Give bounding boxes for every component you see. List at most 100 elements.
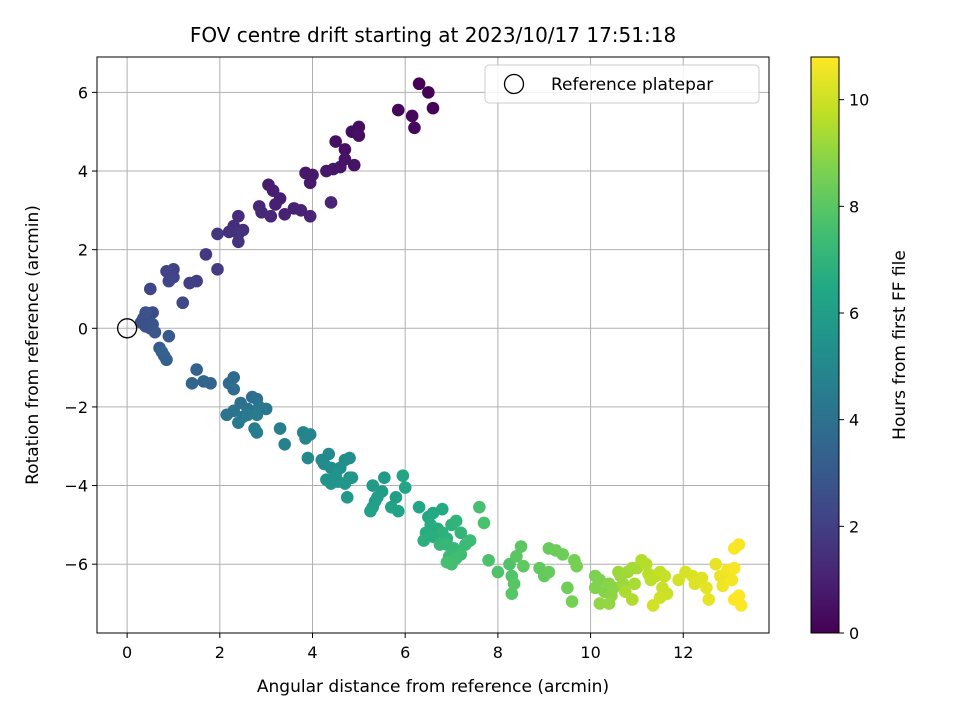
scatter-point (612, 565, 625, 579)
scatter-point (716, 579, 729, 593)
scatter-point (345, 471, 359, 484)
legend-entry-label: Reference platepar (551, 75, 713, 95)
scatter-point (329, 135, 342, 148)
x-axis-ticks: 0 2 4 6 8 10 12 (122, 633, 693, 662)
scatter-point (593, 597, 607, 610)
scatter-point (510, 550, 523, 563)
scatter-point (391, 504, 405, 518)
scatter-point (412, 77, 426, 91)
scatter-point (143, 282, 157, 296)
scatter-point (278, 437, 291, 451)
scatter-point (700, 581, 713, 595)
scatter-point (625, 593, 639, 606)
scatter-point (570, 559, 583, 573)
scatter-point (320, 164, 333, 178)
scatter-point (725, 573, 739, 587)
scatter-point (389, 491, 403, 504)
scatter-point (695, 571, 709, 585)
scatter-point (422, 86, 435, 99)
grid-lines (97, 57, 769, 633)
scatter-point (514, 540, 528, 553)
scatter-point (449, 514, 463, 528)
scatter-point (155, 345, 169, 359)
scatter-point (232, 416, 245, 429)
x-tick-label: 12 (673, 643, 693, 662)
scatter-point (232, 235, 245, 249)
scatter-point (454, 526, 468, 540)
plot-frame (96, 56, 770, 634)
y-axis-label: Rotation from reference (arcmin) (23, 205, 43, 485)
scatter-point (417, 534, 431, 547)
x-tick-label: 8 (493, 643, 503, 662)
x-tick-label: 10 (580, 643, 600, 662)
scatter-point (396, 469, 410, 483)
scatter-point (366, 479, 380, 492)
scatter-point (507, 577, 521, 591)
y-tick-label: 2 (78, 241, 88, 260)
scatter-point (391, 103, 405, 117)
colorbar-tick-label: 6 (849, 304, 859, 323)
legend-box (484, 64, 760, 104)
colorbar-label: Hours from first FF file (890, 250, 910, 440)
scatter-point (398, 481, 412, 494)
scatter-point (378, 471, 391, 484)
y-tick-label: −6 (64, 555, 88, 574)
scatter-point (232, 209, 245, 223)
legend-marker-hollow-circle (503, 73, 525, 95)
x-tick-label: 0 (122, 643, 132, 662)
scatter-point (250, 408, 264, 422)
scatter-point (303, 176, 317, 190)
scatter-point (301, 451, 315, 465)
scatter-point (602, 597, 616, 610)
y-tick-label: −4 (64, 477, 88, 496)
y-axis-ticks: −6 −4 −2 0 2 4 6 (64, 83, 97, 574)
scatter-point (259, 402, 273, 416)
scatter-point (565, 595, 579, 608)
scatter-point (658, 569, 672, 583)
scatter-point (628, 577, 641, 591)
scatter-point (343, 451, 356, 465)
scatter-point (241, 408, 254, 422)
scatter-point (435, 502, 449, 516)
scatter-point (273, 422, 287, 435)
scatter-point (556, 548, 570, 561)
y-tick-label: 0 (78, 319, 88, 338)
colorbar-tick-label: 0 (849, 624, 859, 643)
scatter-point (185, 377, 199, 390)
x-tick-label: 2 (215, 643, 225, 662)
scatter-point (702, 593, 716, 606)
scatter-point (294, 204, 308, 217)
x-tick-label: 6 (400, 643, 410, 662)
scatter-point (220, 408, 234, 422)
scatter-point (324, 196, 338, 209)
scatter-point (412, 500, 426, 514)
x-axis-label: Angular distance from reference (arcmin) (257, 677, 609, 697)
scatter-point (491, 565, 505, 579)
scatter-point (440, 555, 454, 569)
scatter-point (303, 209, 317, 223)
scatter-point (264, 209, 278, 223)
scatter-point (139, 306, 152, 319)
scatter-point (278, 207, 291, 221)
y-tick-label: 4 (78, 162, 88, 181)
scatter-point (204, 377, 217, 390)
scatter-point (505, 587, 519, 600)
scatter-point (250, 426, 264, 439)
scatter-point (183, 276, 196, 290)
colorbar-ticks: 0 2 4 6 8 10 (839, 91, 869, 643)
scatter-point (477, 516, 491, 530)
scatter-point (199, 248, 213, 261)
scatter-point (473, 500, 486, 514)
scatter-point (639, 557, 653, 571)
scatter-point (517, 559, 530, 573)
scatter-point (709, 557, 723, 571)
x-tick-label: 4 (307, 643, 317, 662)
scatter-point (364, 504, 377, 518)
scatter-point (211, 263, 224, 276)
scatter-point (347, 158, 361, 172)
colorbar-tick-label: 10 (849, 91, 869, 110)
scatter-point (727, 542, 741, 555)
y-tick-label: 6 (78, 83, 88, 102)
scatter-points (116, 77, 748, 612)
